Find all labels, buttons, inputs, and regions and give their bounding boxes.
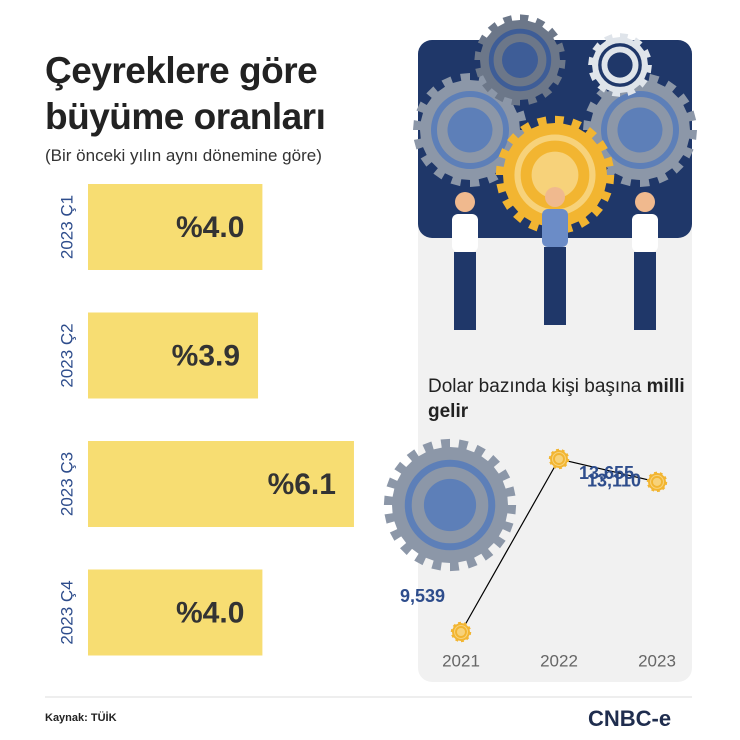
person-head (545, 187, 565, 207)
gear-hub (456, 627, 466, 637)
gear-ring (453, 624, 469, 640)
person-head (455, 192, 475, 212)
marker (450, 621, 472, 643)
person-legs (634, 252, 656, 330)
bar (88, 312, 259, 399)
gear-hub (607, 52, 633, 78)
gear-hub (554, 454, 564, 464)
line-title-emphasis: milli gelir (428, 376, 685, 422)
person-legs (544, 247, 566, 325)
value-label: %4.0 (176, 211, 244, 244)
source: Kaynak: TÜİK (45, 712, 117, 724)
gear-ring (431, 91, 509, 169)
logo: CNBC-e (588, 706, 672, 731)
x-tick-label: 2023 (638, 651, 676, 670)
person-legs (454, 252, 476, 330)
category-label: 2023 Ç3 (57, 452, 76, 516)
value-label: 13,110 (587, 471, 641, 491)
gear-hub (617, 107, 663, 153)
person-body (542, 209, 568, 247)
person-head (635, 192, 655, 212)
subtitle: (Bir önceki yılın aynı dönemine göre) (45, 146, 322, 165)
gear-ring (488, 28, 552, 92)
bar (88, 441, 354, 527)
category-label: 2023 Ç1 (57, 195, 76, 259)
gear-hub (423, 478, 477, 532)
gear-ring (649, 474, 665, 489)
value-label: 13,655 (579, 463, 634, 483)
gear-ring (598, 43, 642, 87)
gear-ring (551, 451, 567, 467)
x-tick-label: 2022 (540, 651, 578, 670)
gear-ring (404, 459, 496, 551)
x-tick-label: 2021 (442, 651, 480, 670)
gear-ring (601, 91, 679, 169)
value-label: %4.0 (176, 596, 244, 629)
bar (88, 569, 263, 656)
value-label: 9,539 (400, 586, 445, 606)
gear-hub (652, 477, 662, 486)
gear-hub (502, 42, 538, 78)
person-body (632, 214, 658, 252)
bar (88, 184, 263, 270)
marker (646, 471, 668, 493)
value-label: %6.1 (268, 468, 336, 501)
person-body (452, 214, 478, 252)
category-label: 2023 Ç2 (57, 323, 76, 387)
gear-hub (447, 107, 493, 153)
illustration (413, 14, 697, 330)
gear-hub (531, 151, 579, 199)
value-label: %3.9 (172, 339, 240, 372)
marker (548, 448, 570, 470)
category-label: 2023 Ç4 (57, 580, 76, 644)
title: Çeyreklere göre büyüme oranları (45, 50, 326, 137)
line-title: Dolar bazında kişi başına milli gelir (428, 374, 688, 424)
line-title-text: Dolar bazında kişi başına (428, 376, 642, 397)
